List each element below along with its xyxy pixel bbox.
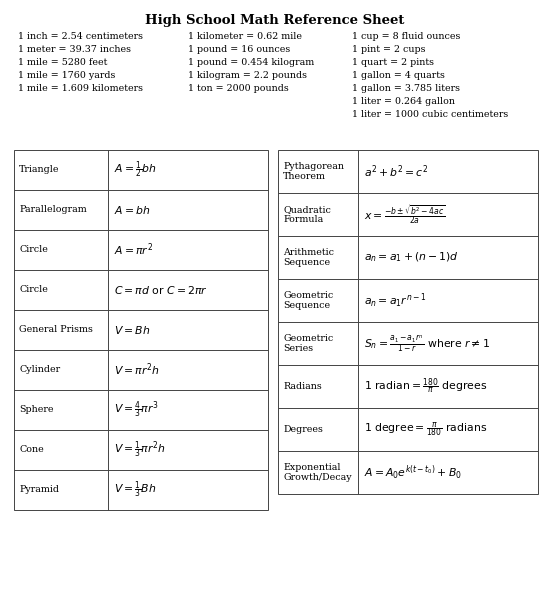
Text: Cone: Cone (19, 445, 44, 454)
Bar (14, 150, 268, 510)
Text: 1 quart = 2 pints: 1 quart = 2 pints (352, 58, 434, 67)
Text: Circle: Circle (19, 285, 48, 294)
Text: Radians: Radians (283, 382, 322, 391)
Bar (278, 150, 538, 494)
Text: Cylinder: Cylinder (19, 365, 60, 374)
Text: $V = \pi r^2 h$: $V = \pi r^2 h$ (114, 362, 160, 378)
Text: High School Math Reference Sheet: High School Math Reference Sheet (145, 14, 405, 27)
Text: 1 kilometer = 0.62 mile: 1 kilometer = 0.62 mile (188, 32, 302, 41)
Text: Parallelogram: Parallelogram (19, 206, 87, 215)
Text: $V = Bh$: $V = Bh$ (114, 324, 150, 336)
Text: Sphere: Sphere (19, 406, 53, 415)
Text: $A = \pi r^2$: $A = \pi r^2$ (114, 242, 153, 258)
Text: Degrees: Degrees (283, 425, 323, 434)
Text: $a_n = a_1 + (n-1)d$: $a_n = a_1 + (n-1)d$ (364, 251, 459, 264)
Text: 1 gallon = 4 quarts: 1 gallon = 4 quarts (352, 71, 445, 80)
Text: 1 liter = 0.264 gallon: 1 liter = 0.264 gallon (352, 97, 455, 106)
Text: 1 mile = 1.609 kilometers: 1 mile = 1.609 kilometers (18, 84, 143, 93)
Text: $1 \text{ radian} = \frac{180}{\pi} \text{ degrees}$: $1 \text{ radian} = \frac{180}{\pi} \tex… (364, 376, 487, 397)
Text: Pythagorean
Theorem: Pythagorean Theorem (283, 162, 344, 181)
Text: Geometric
Sequence: Geometric Sequence (283, 291, 333, 310)
Text: $A = \frac{1}{2}bh$: $A = \frac{1}{2}bh$ (114, 159, 157, 181)
Text: $a_n = a_1 r^{n-1}$: $a_n = a_1 r^{n-1}$ (364, 291, 426, 310)
Text: Pyramid: Pyramid (19, 486, 59, 495)
Text: $V = \frac{1}{3}\pi r^2 h$: $V = \frac{1}{3}\pi r^2 h$ (114, 439, 166, 461)
Text: General Prisms: General Prisms (19, 326, 93, 335)
Text: Geometric
Series: Geometric Series (283, 334, 333, 353)
Text: 1 gallon = 3.785 liters: 1 gallon = 3.785 liters (352, 84, 460, 93)
Text: Quadratic
Formula: Quadratic Formula (283, 205, 331, 224)
Text: 1 liter = 1000 cubic centimeters: 1 liter = 1000 cubic centimeters (352, 110, 508, 119)
Text: 1 inch = 2.54 centimeters: 1 inch = 2.54 centimeters (18, 32, 143, 41)
Text: 1 pound = 16 ounces: 1 pound = 16 ounces (188, 45, 290, 54)
Text: $A = bh$: $A = bh$ (114, 204, 151, 216)
Text: 1 cup = 8 fluid ounces: 1 cup = 8 fluid ounces (352, 32, 460, 41)
Text: 1 mile = 1760 yards: 1 mile = 1760 yards (18, 71, 116, 80)
Text: $C = \pi d \text{ or } C = 2\pi r$: $C = \pi d \text{ or } C = 2\pi r$ (114, 284, 208, 296)
Text: $A = A_0 e^{k(t - t_0)} + B_0$: $A = A_0 e^{k(t - t_0)} + B_0$ (364, 463, 462, 481)
Text: 1 kilogram = 2.2 pounds: 1 kilogram = 2.2 pounds (188, 71, 307, 80)
Text: 1 ton = 2000 pounds: 1 ton = 2000 pounds (188, 84, 289, 93)
Text: 1 pound = 0.454 kilogram: 1 pound = 0.454 kilogram (188, 58, 314, 67)
Text: 1 pint = 2 cups: 1 pint = 2 cups (352, 45, 426, 54)
Text: $V = \frac{1}{3}Bh$: $V = \frac{1}{3}Bh$ (114, 480, 157, 501)
Text: $a^2 + b^2 = c^2$: $a^2 + b^2 = c^2$ (364, 163, 428, 180)
Text: 1 meter = 39.37 inches: 1 meter = 39.37 inches (18, 45, 131, 54)
Text: Exponential
Growth/Decay: Exponential Growth/Decay (283, 463, 351, 482)
Text: $1 \text{ degree} = \frac{\pi}{180} \text{ radians}$: $1 \text{ degree} = \frac{\pi}{180} \tex… (364, 420, 487, 439)
Text: Circle: Circle (19, 245, 48, 254)
Text: 1 mile = 5280 feet: 1 mile = 5280 feet (18, 58, 107, 67)
Text: $S_n = \frac{a_1 - a_1 r^n}{1 - r} \text{ where } r \neq 1$: $S_n = \frac{a_1 - a_1 r^n}{1 - r} \text… (364, 334, 490, 353)
Text: $V = \frac{4}{3}\pi r^3$: $V = \frac{4}{3}\pi r^3$ (114, 399, 159, 421)
Text: Arithmetic
Sequence: Arithmetic Sequence (283, 248, 334, 267)
Text: Triangle: Triangle (19, 165, 59, 174)
Text: $x = \frac{-b \pm \sqrt{b^2 - 4ac}}{2a}$: $x = \frac{-b \pm \sqrt{b^2 - 4ac}}{2a}$ (364, 203, 446, 226)
